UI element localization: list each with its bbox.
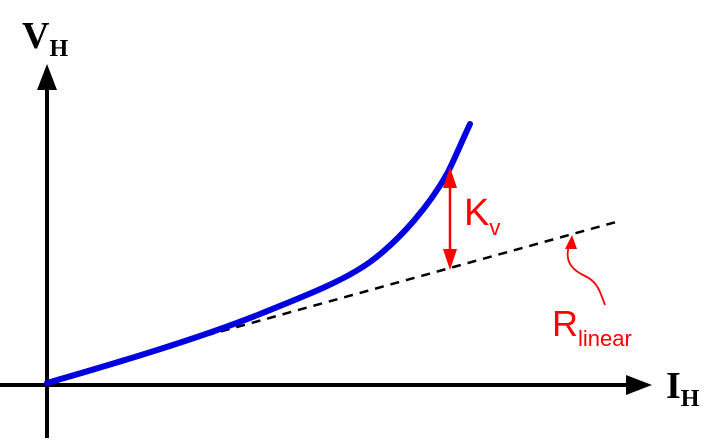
rlinear-pointer-arrowhead xyxy=(565,235,577,249)
rlinear-label-main: R xyxy=(552,303,578,344)
kv-arrowhead-bottom xyxy=(443,249,457,270)
rlinear-label: Rlinear xyxy=(552,303,632,351)
y-axis-arrowhead xyxy=(37,64,57,90)
x-axis-label-main: I xyxy=(666,365,681,407)
kv-arrowhead-top xyxy=(443,167,457,188)
rlinear-pointer xyxy=(566,240,606,306)
y-axis-label: VH xyxy=(22,15,68,62)
linear-fit-line xyxy=(189,220,617,342)
kv-label: Kv xyxy=(464,192,500,240)
y-axis-label-sub: H xyxy=(49,36,68,62)
vh-ih-curve xyxy=(44,121,473,386)
kv-label-sub: v xyxy=(489,215,500,240)
x-axis-arrowhead xyxy=(626,375,652,395)
x-axis-label-sub: H xyxy=(681,386,700,412)
x-axis-label: IH xyxy=(666,365,700,412)
kv-label-main: K xyxy=(464,192,489,234)
rlinear-label-sub: linear xyxy=(578,326,632,351)
y-axis-label-main: V xyxy=(22,15,50,57)
